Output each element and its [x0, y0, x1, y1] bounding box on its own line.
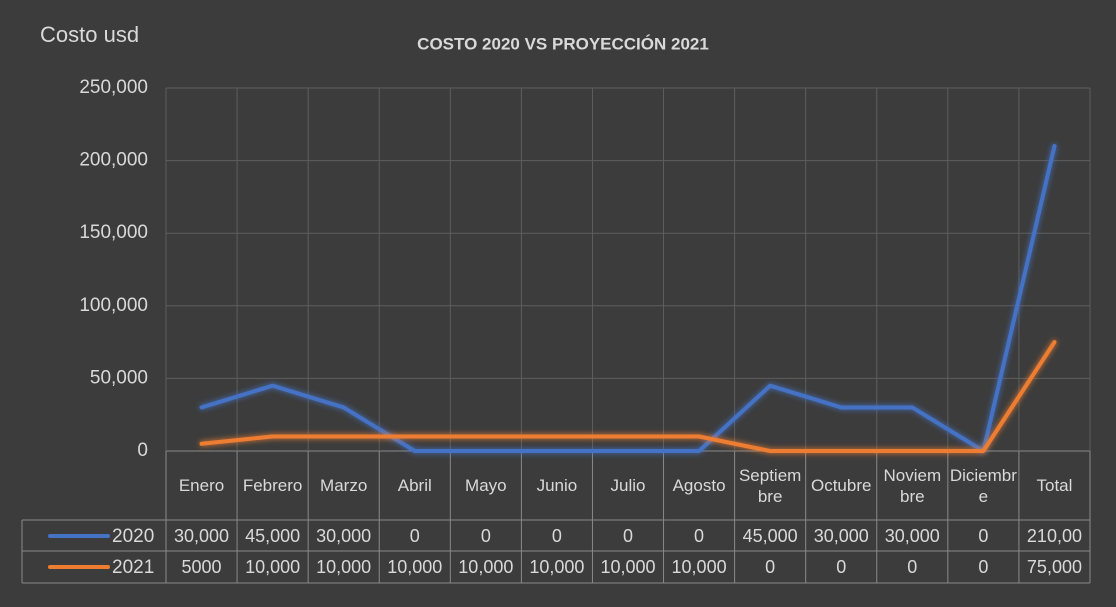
y-tick-label: 250,000 — [79, 77, 148, 98]
data-table-value: 30,000 — [316, 525, 372, 546]
data-table-value: 45,000 — [245, 525, 301, 546]
data-table-value: 10,000 — [316, 556, 372, 577]
category-label: Marzo — [320, 476, 368, 495]
data-table-value: 10,000 — [671, 556, 727, 577]
y-tick-label: 100,000 — [79, 295, 148, 316]
data-table-value: 30,000 — [884, 525, 940, 546]
category-label: Febrero — [242, 476, 303, 495]
data-table-value: 0 — [765, 556, 776, 577]
data-table-value: 10,000 — [245, 556, 301, 577]
data-table-value: 0 — [694, 525, 705, 546]
category-label: Agosto — [672, 476, 726, 495]
data-table-value: 0 — [551, 525, 562, 546]
series-line — [199, 340, 1057, 453]
y-tick-label: 0 — [137, 440, 148, 461]
legend-label: 2021 — [112, 557, 154, 578]
data-table-value: 0 — [836, 556, 847, 577]
data-table-value: 5000 — [181, 556, 222, 577]
data-table-value: 30,000 — [174, 525, 230, 546]
y-tick-label: 200,000 — [79, 150, 148, 171]
data-table-value: 0 — [907, 556, 918, 577]
data-table-value: 0 — [622, 525, 633, 546]
category-label: Enero — [178, 476, 225, 495]
y-tick-label: 50,000 — [90, 367, 148, 388]
category-label: Noviembre — [883, 465, 942, 506]
category-label: Junio — [536, 476, 578, 495]
legend-label: 2020 — [112, 526, 154, 547]
category-label: Diciembre — [949, 465, 1017, 506]
series-line — [199, 144, 1057, 453]
data-table-value: 0 — [978, 525, 989, 546]
data-table-value: 45,000 — [742, 525, 798, 546]
y-tick-label: 150,000 — [79, 222, 148, 243]
data-table-value: 0 — [978, 556, 989, 577]
data-table-value: 30,000 — [813, 525, 869, 546]
data-table-value: 0 — [480, 525, 491, 546]
data-table-value: 10,000 — [600, 556, 656, 577]
category-label: Septiembre — [738, 465, 802, 506]
category-label: Octubre — [810, 476, 872, 495]
data-table-value: 10,000 — [529, 556, 585, 577]
data-table-value: 10,000 — [387, 556, 443, 577]
chart-title: COSTO 2020 VS PROYECCIÓN 2021 — [417, 34, 709, 53]
data-table-value: 210,00 — [1026, 525, 1082, 546]
category-label: Total — [1036, 476, 1073, 495]
category-label: Mayo — [465, 476, 507, 495]
data-table-value: 0 — [409, 525, 420, 546]
data-table-value: 75,000 — [1026, 556, 1082, 577]
category-label: Abril — [397, 476, 432, 495]
category-label: Julio — [610, 476, 646, 495]
data-table-value: 10,000 — [458, 556, 514, 577]
y-axis-label: Costo usd — [40, 22, 139, 47]
